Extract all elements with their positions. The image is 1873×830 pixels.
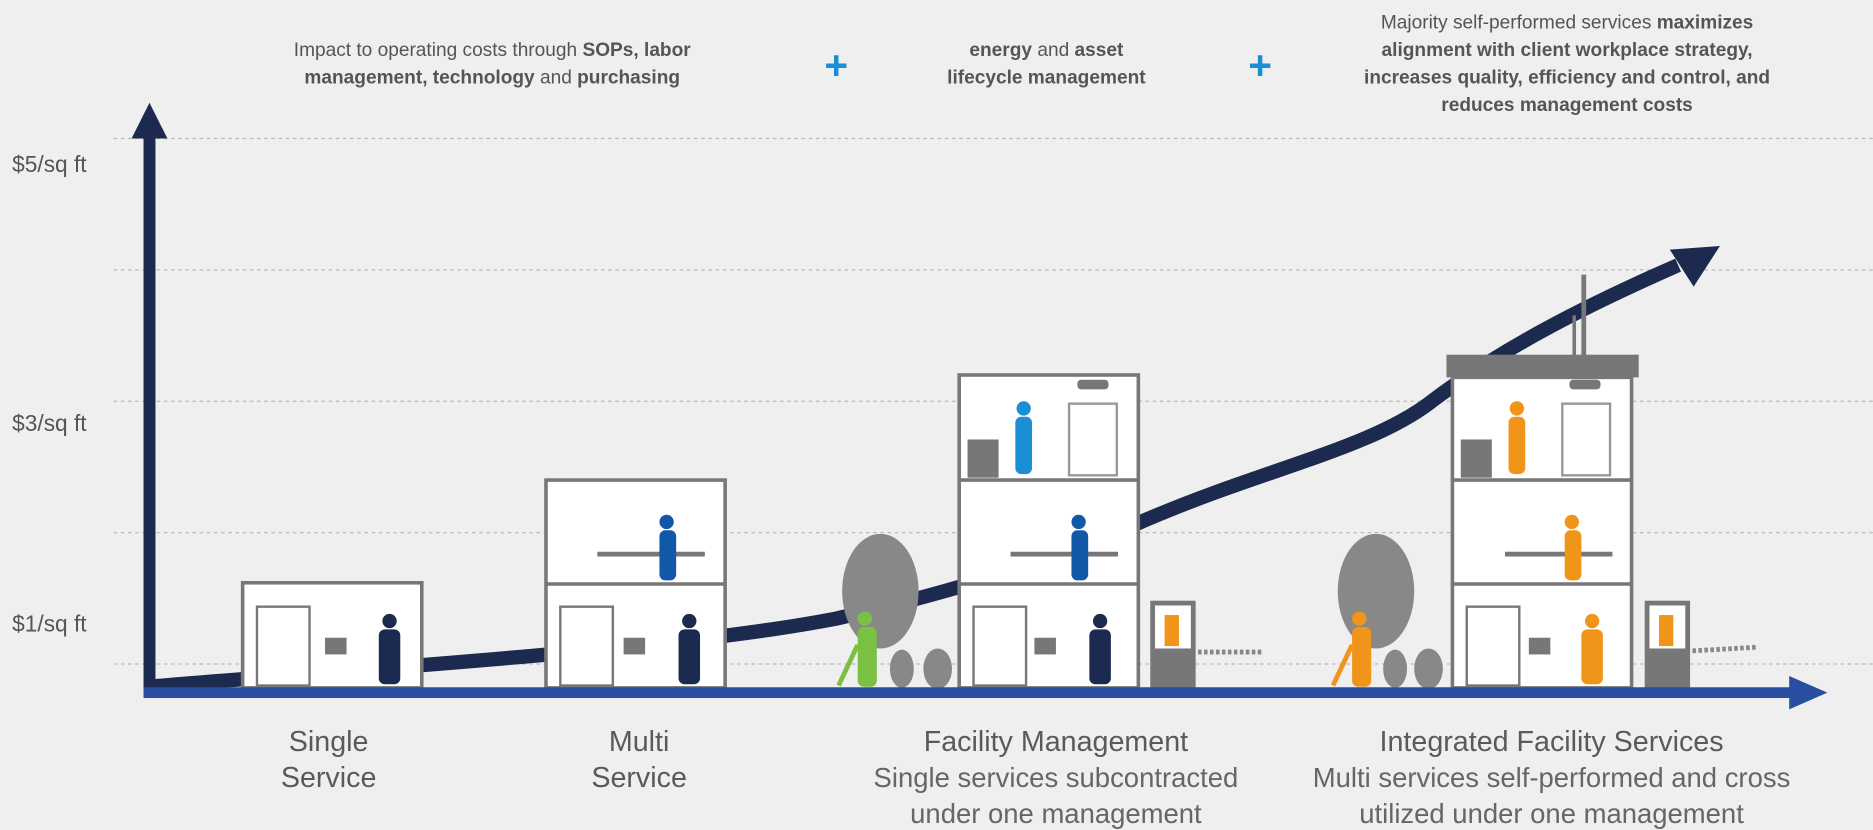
- stage-subtitle: utilized under one management: [1359, 798, 1744, 829]
- header-line: reduces management costs: [1441, 95, 1693, 116]
- header-text: and: [535, 68, 577, 89]
- building-fm: [836, 373, 1264, 690]
- stage-title: Single: [289, 726, 369, 758]
- stage-title: Integrated Facility Services: [1380, 726, 1724, 758]
- plus-sign: +: [824, 42, 848, 88]
- stage-title: Service: [281, 762, 377, 794]
- plus-sign: +: [1248, 42, 1272, 88]
- x-axis-arrowhead: [1789, 675, 1828, 710]
- stage-subtitle: under one management: [910, 798, 1202, 829]
- header-text: lifecycle management: [947, 68, 1146, 89]
- stage-subtitle: Single services subcontracted: [874, 762, 1239, 793]
- header-text: alignment with client workplace strategy…: [1382, 40, 1753, 61]
- stage-title: Service: [591, 762, 687, 794]
- header-line: management, technology and purchasing: [304, 68, 680, 89]
- header-text: reduces management costs: [1441, 95, 1693, 116]
- building-multi: [544, 478, 727, 690]
- header-text: purchasing: [577, 68, 680, 89]
- stage-title: Multi: [609, 726, 670, 758]
- building-ifs: [1330, 274, 1756, 690]
- header-text: and: [1032, 40, 1074, 61]
- header-text: increases quality, efficiency and contro…: [1364, 68, 1770, 89]
- building-single: [240, 581, 424, 690]
- header-text: asset: [1074, 40, 1123, 61]
- y-axis-arrowhead: [131, 102, 168, 139]
- y-axis-label: $5/sq ft: [12, 151, 87, 177]
- header-text: management, technology: [304, 68, 535, 89]
- header-text: SOPs, labor: [582, 40, 691, 61]
- curve-arrowhead: [1669, 246, 1720, 287]
- stage-subtitle: Multi services self-performed and cross: [1313, 762, 1791, 793]
- header-text: maximizes: [1657, 13, 1754, 34]
- labels: Impact to operating costs through SOPs, …: [12, 13, 1790, 829]
- y-axis-label: $1/sq ft: [12, 611, 87, 637]
- header-line: energy and asset: [969, 40, 1124, 61]
- header-line: Impact to operating costs through SOPs, …: [294, 40, 692, 61]
- header-line: increases quality, efficiency and contro…: [1364, 68, 1770, 89]
- header-line: Majority self-performed services maximiz…: [1381, 13, 1753, 34]
- header-line: lifecycle management: [947, 68, 1146, 89]
- header-text: Impact to operating costs through: [294, 40, 583, 61]
- header-text: energy: [969, 40, 1032, 61]
- stage-title: Facility Management: [924, 726, 1188, 758]
- header-text: Majority self-performed services: [1381, 13, 1657, 34]
- y-axis-label: $3/sq ft: [12, 410, 87, 436]
- header-line: alignment with client workplace strategy…: [1382, 40, 1753, 61]
